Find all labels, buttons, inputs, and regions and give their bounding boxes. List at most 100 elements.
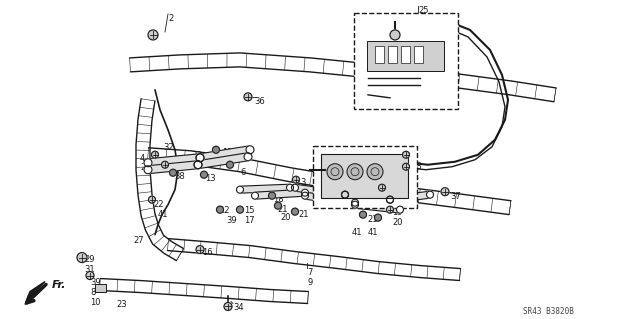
Text: 8: 8: [90, 287, 95, 297]
Circle shape: [152, 151, 159, 158]
Text: 12: 12: [219, 206, 230, 215]
Text: 7: 7: [307, 268, 312, 277]
Polygon shape: [255, 189, 305, 199]
Text: 21: 21: [367, 215, 378, 224]
Circle shape: [291, 184, 298, 191]
Circle shape: [367, 164, 383, 180]
Circle shape: [144, 166, 152, 174]
Text: 27: 27: [133, 236, 143, 245]
Polygon shape: [305, 192, 355, 206]
Circle shape: [246, 146, 254, 154]
Text: 16: 16: [202, 248, 212, 256]
Circle shape: [342, 191, 349, 198]
Circle shape: [252, 192, 259, 199]
Circle shape: [351, 201, 358, 208]
Polygon shape: [147, 148, 511, 215]
FancyBboxPatch shape: [313, 146, 417, 208]
Circle shape: [387, 196, 394, 203]
Text: 34: 34: [233, 303, 244, 313]
Circle shape: [360, 211, 367, 218]
Text: 41: 41: [352, 228, 362, 237]
Text: 38: 38: [411, 162, 422, 171]
FancyBboxPatch shape: [374, 47, 383, 63]
Polygon shape: [148, 154, 200, 167]
Circle shape: [378, 184, 385, 191]
Circle shape: [426, 191, 433, 198]
Circle shape: [397, 206, 403, 213]
Circle shape: [237, 206, 243, 213]
Text: 31: 31: [84, 264, 95, 274]
Text: 38: 38: [174, 172, 185, 181]
Text: 22: 22: [140, 163, 150, 172]
Polygon shape: [240, 184, 290, 193]
Circle shape: [387, 206, 394, 213]
Circle shape: [441, 188, 449, 196]
Text: 4: 4: [140, 154, 145, 163]
Text: 9: 9: [307, 278, 312, 286]
Circle shape: [148, 196, 156, 203]
Text: 29: 29: [84, 255, 95, 263]
Text: 5: 5: [300, 188, 305, 197]
Text: 26: 26: [338, 153, 349, 162]
Text: 6: 6: [240, 168, 245, 177]
Circle shape: [287, 184, 294, 191]
Circle shape: [200, 171, 207, 178]
Text: SR43 B3820B: SR43 B3820B: [523, 308, 573, 316]
Circle shape: [77, 253, 87, 263]
Text: 40: 40: [338, 165, 349, 174]
FancyBboxPatch shape: [354, 13, 458, 109]
Text: 1: 1: [413, 172, 419, 181]
Text: 32: 32: [163, 143, 173, 152]
Circle shape: [237, 186, 243, 193]
Circle shape: [292, 176, 300, 183]
FancyBboxPatch shape: [413, 47, 422, 63]
Polygon shape: [129, 53, 556, 102]
Circle shape: [291, 208, 298, 215]
Circle shape: [212, 146, 220, 153]
Text: Fr.: Fr.: [52, 279, 67, 290]
Circle shape: [342, 191, 349, 198]
Text: 33: 33: [191, 151, 202, 160]
Polygon shape: [355, 201, 401, 213]
Circle shape: [194, 161, 202, 169]
Text: 10: 10: [90, 298, 100, 307]
Circle shape: [403, 163, 410, 170]
Circle shape: [301, 192, 308, 199]
Text: 37: 37: [450, 192, 461, 201]
Text: 24: 24: [155, 162, 166, 171]
Polygon shape: [197, 153, 248, 169]
FancyBboxPatch shape: [401, 47, 410, 63]
Polygon shape: [168, 239, 460, 280]
Text: 13: 13: [205, 174, 216, 183]
Circle shape: [351, 199, 358, 206]
Polygon shape: [100, 278, 308, 303]
Text: 2: 2: [168, 14, 173, 23]
Text: 3: 3: [300, 178, 305, 187]
Circle shape: [327, 164, 343, 180]
Polygon shape: [136, 99, 184, 261]
Circle shape: [390, 30, 400, 40]
Text: 15: 15: [244, 206, 255, 215]
Circle shape: [194, 161, 202, 169]
Circle shape: [374, 214, 381, 221]
Text: 21: 21: [277, 205, 287, 214]
Text: 23: 23: [116, 300, 127, 308]
FancyBboxPatch shape: [367, 41, 444, 71]
Circle shape: [170, 169, 177, 176]
Circle shape: [148, 30, 158, 40]
Polygon shape: [25, 282, 45, 305]
Text: 25: 25: [418, 6, 429, 15]
Text: 22: 22: [153, 200, 163, 209]
Text: 39: 39: [90, 278, 100, 286]
Circle shape: [86, 271, 94, 279]
Circle shape: [244, 93, 252, 101]
Circle shape: [269, 192, 275, 199]
Circle shape: [196, 154, 204, 162]
Circle shape: [301, 189, 308, 196]
Polygon shape: [200, 146, 251, 162]
Polygon shape: [294, 184, 346, 198]
Text: 11: 11: [222, 148, 232, 157]
Circle shape: [244, 153, 252, 161]
Circle shape: [196, 246, 204, 254]
Circle shape: [144, 159, 152, 167]
